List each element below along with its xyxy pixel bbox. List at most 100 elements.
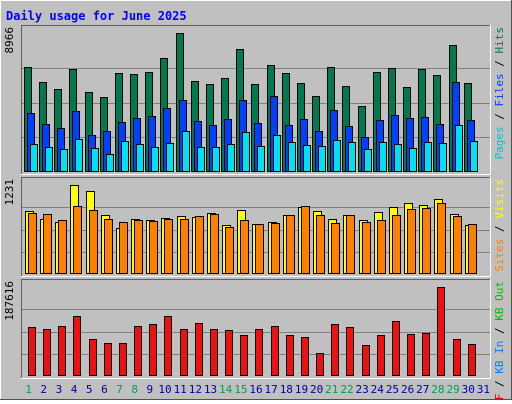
bar-kb-f-day-5 [89, 339, 97, 376]
bar-kb-f-day-22 [346, 327, 354, 376]
bar-sites-day-6 [104, 219, 113, 274]
bar-kb-f-day-10 [164, 316, 172, 376]
bar-sites-day-17 [271, 223, 280, 274]
bar-sites-day-3 [58, 220, 67, 274]
x-tick-label-6: 6 [101, 383, 108, 396]
bar-kb-f-day-26 [407, 334, 415, 376]
x-tick-label-1: 1 [25, 383, 32, 396]
bar-sites-day-18 [286, 215, 295, 274]
bar-pages-day-3 [60, 149, 68, 172]
bar-kb-f-day-23 [362, 345, 370, 376]
bar-kb-f-day-12 [195, 323, 203, 376]
x-tick-label-13: 13 [204, 383, 217, 396]
series-label-kb-f: KB F [493, 394, 506, 400]
x-tick-label-14: 14 [219, 383, 233, 396]
x-tick-label-5: 5 [86, 383, 93, 396]
bar-pages-day-25 [394, 144, 402, 172]
x-tick-label-18: 18 [280, 383, 293, 396]
bar-kb-f-day-1 [28, 327, 36, 376]
bar-pages-day-7 [121, 141, 129, 172]
bar-kb-f-day-3 [58, 326, 66, 376]
bar-sites-day-30 [468, 224, 477, 274]
series-label-pages: Pages [493, 126, 506, 159]
bar-kb-f-day-25 [392, 321, 400, 376]
bar-pages-day-17 [273, 135, 281, 172]
bar-sites-day-11 [180, 219, 189, 274]
bar-sites-day-2 [43, 214, 52, 274]
series-label-sites: Sites [493, 239, 506, 272]
bar-pages-day-9 [151, 147, 159, 172]
bar-sites-day-4 [73, 206, 82, 274]
bar-kb-f-day-24 [377, 335, 385, 376]
bar-sites-day-27 [422, 208, 431, 274]
bar-pages-day-16 [257, 146, 265, 172]
bar-pages-day-21 [333, 140, 341, 172]
bar-sites-day-21 [331, 223, 340, 274]
panel-kb-series-labels: KB F / KB In / KB Out [493, 281, 506, 400]
x-tick-label-12: 12 [189, 383, 202, 396]
bar-pages-day-2 [45, 147, 53, 172]
x-tick-label-2: 2 [40, 383, 47, 396]
x-tick-label-15: 15 [234, 383, 247, 396]
bar-pages-day-20 [318, 146, 326, 172]
bar-sites-day-20 [316, 215, 325, 274]
bar-kb-f-day-21 [331, 324, 339, 376]
bar-kb-f-day-7 [119, 343, 127, 376]
bar-kb-f-day-6 [104, 343, 112, 376]
panel-visits_sites-series-labels: Sites / Visits [493, 179, 506, 272]
bar-pages-day-11 [182, 131, 190, 172]
bar-sites-day-9 [149, 221, 158, 274]
bar-pages-day-26 [409, 148, 417, 172]
bar-pages-day-14 [227, 144, 235, 172]
bar-kb-f-day-11 [180, 329, 188, 376]
bar-kb-f-day-16 [255, 329, 263, 376]
bar-sites-day-1 [28, 213, 37, 274]
chart-title: Daily usage for June 2025 [6, 9, 187, 23]
bar-pages-day-4 [75, 139, 83, 172]
bar-kb-f-day-4 [73, 316, 81, 376]
series-label-files: Files [493, 73, 506, 106]
bar-pages-day-13 [212, 147, 220, 172]
x-tick-label-3: 3 [56, 383, 63, 396]
bar-kb-f-day-17 [271, 326, 279, 376]
bar-pages-day-23 [364, 149, 372, 172]
x-tick-label-23: 23 [356, 383, 369, 396]
series-label-separator: / [493, 374, 506, 394]
series-label-kb-out: KB Out [493, 281, 506, 321]
bar-sites-day-10 [164, 219, 173, 274]
bar-pages-day-12 [197, 147, 205, 172]
bar-sites-day-13 [210, 214, 219, 274]
bar-pages-day-30 [470, 141, 478, 172]
bar-pages-day-29 [455, 125, 463, 172]
bar-pages-day-1 [30, 144, 38, 172]
bar-kb-f-day-28 [437, 287, 445, 376]
x-tick-label-10: 10 [158, 383, 171, 396]
x-tick-label-7: 7 [116, 383, 123, 396]
x-tick-label-21: 21 [325, 383, 338, 396]
bar-kb-f-day-29 [453, 339, 461, 376]
bar-sites-day-14 [225, 227, 234, 274]
x-tick-label-30: 30 [462, 383, 475, 396]
x-tick-label-31: 31 [477, 383, 490, 396]
x-tick-label-28: 28 [431, 383, 444, 396]
bar-kb-f-day-30 [468, 344, 476, 376]
bar-pages-day-27 [424, 142, 432, 172]
panel-kb-ymax-label: 187616 [3, 281, 16, 321]
series-label-separator: / [493, 321, 506, 341]
bar-sites-day-28 [437, 203, 446, 274]
bar-pages-day-15 [242, 132, 250, 172]
x-tick-label-24: 24 [371, 383, 385, 396]
bar-sites-day-12 [195, 216, 204, 274]
series-label-visits: Visits [493, 179, 506, 219]
bar-sites-day-5 [89, 210, 98, 274]
bar-sites-day-26 [407, 209, 416, 274]
bar-kb-f-day-20 [316, 353, 324, 376]
bar-sites-day-19 [301, 206, 310, 274]
bar-kb-f-day-2 [43, 329, 51, 376]
series-label-separator: / [493, 54, 506, 74]
bar-sites-day-23 [362, 222, 371, 274]
bar-kb-f-day-15 [240, 335, 248, 376]
bar-sites-day-15 [240, 220, 249, 274]
x-tick-label-11: 11 [174, 383, 187, 396]
